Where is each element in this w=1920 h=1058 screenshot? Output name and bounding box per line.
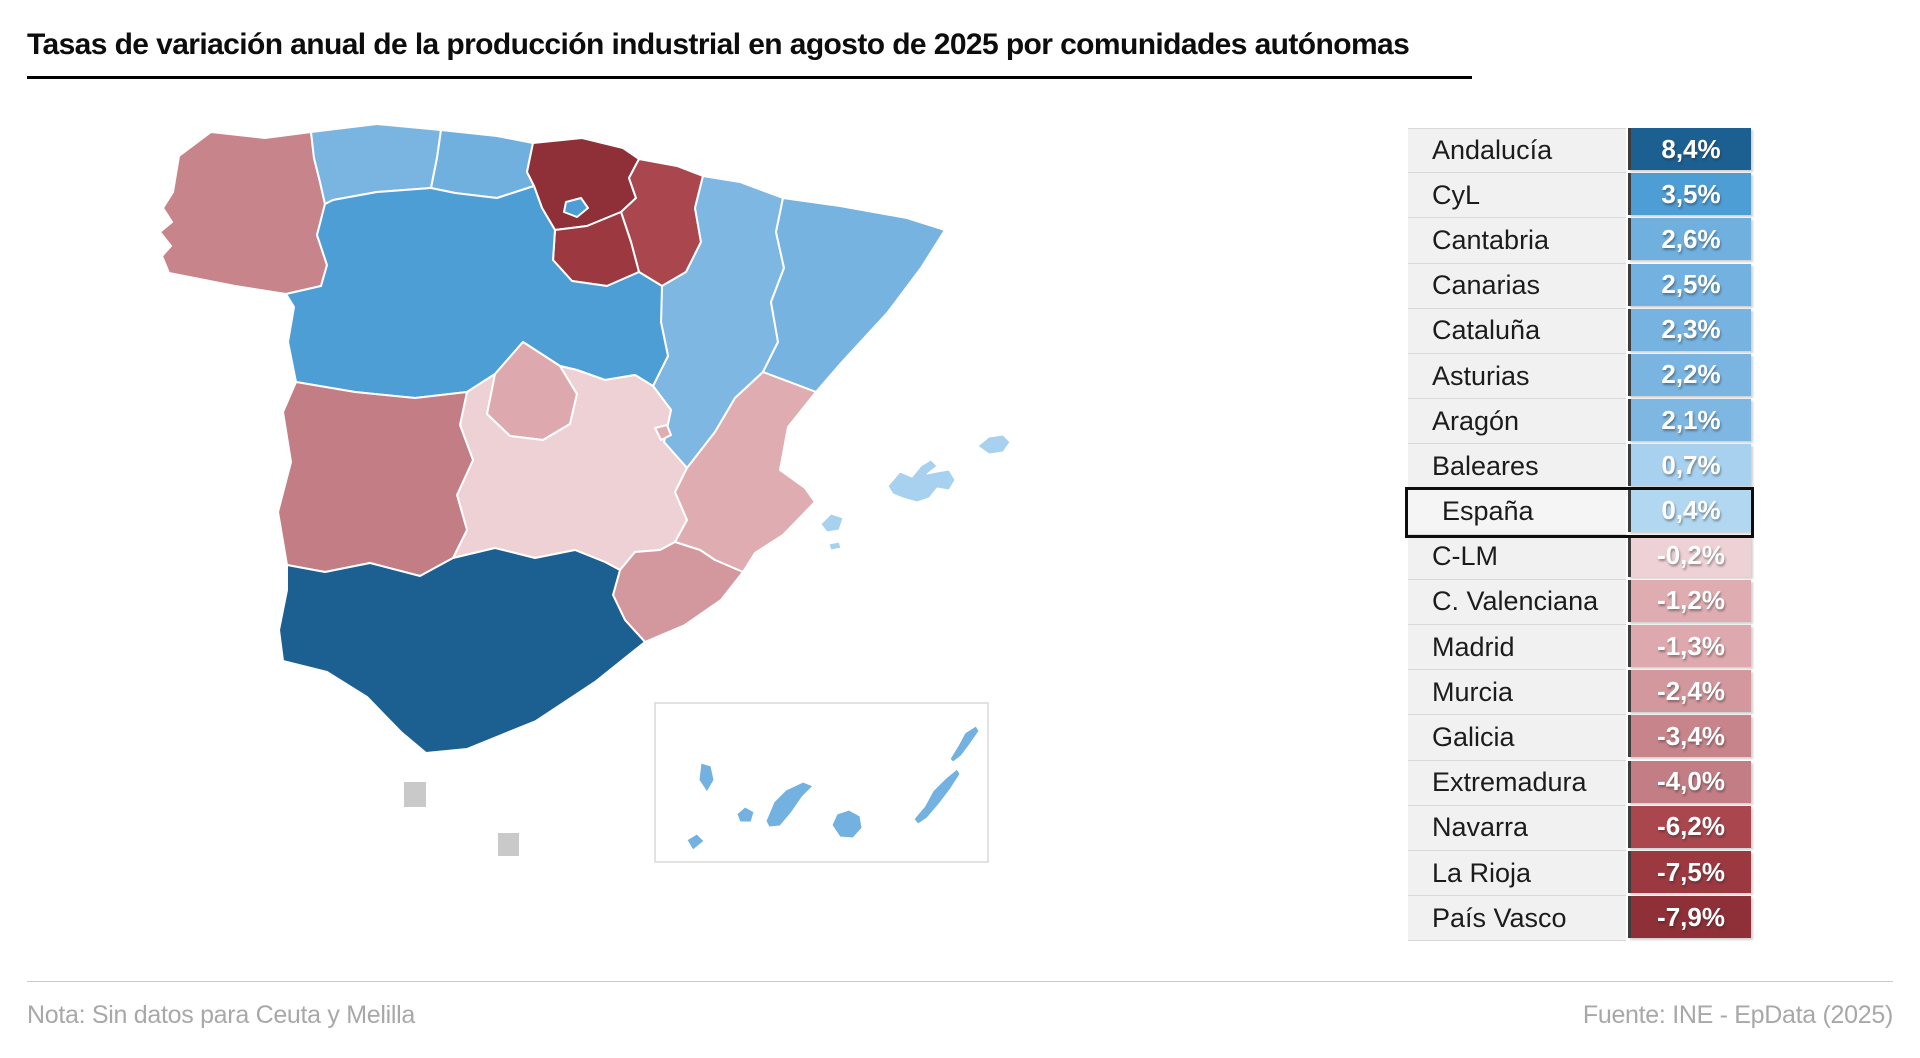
title-underline <box>27 76 1472 79</box>
legend-row-espana[interactable]: España 0,4% <box>1408 489 1751 535</box>
legend-row-madrid[interactable]: Madrid -1,3% <box>1408 625 1751 671</box>
legend-row-andalucia[interactable]: Andalucía 8,4% <box>1408 128 1751 174</box>
map-region-extremadura[interactable] <box>277 381 474 577</box>
legend-value-bar: -1,2% <box>1628 579 1751 622</box>
spain-choropleth-map <box>115 80 1075 870</box>
legend-row-murcia[interactable]: Murcia -2,4% <box>1408 670 1751 716</box>
legend-region-label: Andalucía <box>1408 128 1626 174</box>
legend-row-cyl[interactable]: CyL 3,5% <box>1408 173 1751 219</box>
legend-row-canarias[interactable]: Canarias 2,5% <box>1408 263 1751 309</box>
legend-value-bar: 2,5% <box>1628 263 1751 306</box>
legend-value-bar: -4,0% <box>1628 760 1751 803</box>
legend-value-bar: -2,4% <box>1628 670 1751 713</box>
legend-row-valenciana[interactable]: C. Valenciana -1,2% <box>1408 579 1751 626</box>
chart-title: Tasas de variación anual de la producció… <box>27 28 1410 61</box>
legend-value-bar: -6,2% <box>1628 805 1751 848</box>
legend-value-bar: -1,3% <box>1628 625 1751 668</box>
legend-row-larioja[interactable]: La Rioja -7,5% <box>1408 851 1751 897</box>
legend-region-label: España <box>1408 489 1626 535</box>
legend-region-label: Madrid <box>1408 625 1626 671</box>
footer-source: Fuente: INE - EpData (2025) <box>1582 1001 1893 1029</box>
map-region-rincon-de-ademuz[interactable] <box>654 424 672 441</box>
ceuta-no-data-square <box>404 782 426 807</box>
legend-table: Andalucía 8,4% CyL 3,5% Cantabria 2,6% Canaria… <box>1408 128 1751 942</box>
legend-value-bar: 2,3% <box>1628 308 1751 351</box>
legend-value-bar: 2,2% <box>1628 353 1751 396</box>
map-region-baleares[interactable] <box>820 434 1011 551</box>
melilla-no-data-square <box>498 833 519 856</box>
legend-region-label: C-LM <box>1408 534 1626 580</box>
legend-region-label: Baleares <box>1408 444 1626 490</box>
legend-value-bar: -3,4% <box>1628 715 1751 758</box>
canarias-inset-box <box>654 702 989 863</box>
legend-region-label: Galicia <box>1408 715 1626 761</box>
legend-value-bar: 2,6% <box>1628 218 1751 261</box>
legend-row-paisvasco[interactable]: País Vasco -7,9% <box>1408 896 1751 942</box>
legend-row-cataluna[interactable]: Cataluña 2,3% <box>1408 308 1751 354</box>
legend-region-label: Extremadura <box>1408 760 1626 806</box>
map-region-cantabria[interactable] <box>430 129 535 199</box>
map-region-andalucia[interactable] <box>278 547 646 754</box>
legend-region-label: Aragón <box>1408 399 1626 445</box>
legend-region-label: Canarias <box>1408 263 1626 309</box>
legend-region-label: La Rioja <box>1408 851 1626 897</box>
legend-region-label: Cataluña <box>1408 308 1626 354</box>
footer-divider <box>27 981 1893 982</box>
legend-row-baleares[interactable]: Baleares 0,7% <box>1408 444 1751 490</box>
map-region-canarias[interactable] <box>686 725 980 851</box>
legend-value-bar: -0,2% <box>1628 534 1751 577</box>
legend-region-label: País Vasco <box>1408 896 1626 942</box>
map-region-cataluna[interactable] <box>762 197 946 393</box>
legend-region-label: Cantabria <box>1408 218 1626 264</box>
legend-value-bar: 3,5% <box>1628 173 1751 216</box>
legend-row-aragon[interactable]: Aragón 2,1% <box>1408 399 1751 445</box>
legend-region-label: Asturias <box>1408 353 1626 400</box>
legend-region-label: Navarra <box>1408 805 1626 851</box>
legend-row-galicia[interactable]: Galicia -3,4% <box>1408 715 1751 761</box>
legend-row-clm[interactable]: C-LM -0,2% <box>1408 534 1751 580</box>
legend-value-bar: 0,7% <box>1628 444 1751 487</box>
legend-value-bar: -7,5% <box>1628 851 1751 893</box>
footer-note: Nota: Sin datos para Ceuta y Melilla <box>27 1001 416 1029</box>
legend-region-label: CyL <box>1408 173 1626 219</box>
map-region-galicia[interactable] <box>159 131 328 295</box>
legend-value-bar: 2,1% <box>1628 399 1751 442</box>
legend-row-asturias[interactable]: Asturias 2,2% <box>1408 353 1751 400</box>
legend-value-bar: 8,4% <box>1628 128 1751 170</box>
legend-row-navarra[interactable]: Navarra -6,2% <box>1408 805 1751 851</box>
legend-value-bar: 0,4% <box>1628 489 1751 532</box>
map-region-trevino-enclave[interactable] <box>563 197 589 218</box>
legend-row-extremadura[interactable]: Extremadura -4,0% <box>1408 760 1751 806</box>
legend-value-bar: -7,9% <box>1628 896 1751 939</box>
legend-region-label: Murcia <box>1408 670 1626 716</box>
legend-region-label: C. Valenciana <box>1408 579 1626 626</box>
legend-row-cantabria[interactable]: Cantabria 2,6% <box>1408 218 1751 264</box>
